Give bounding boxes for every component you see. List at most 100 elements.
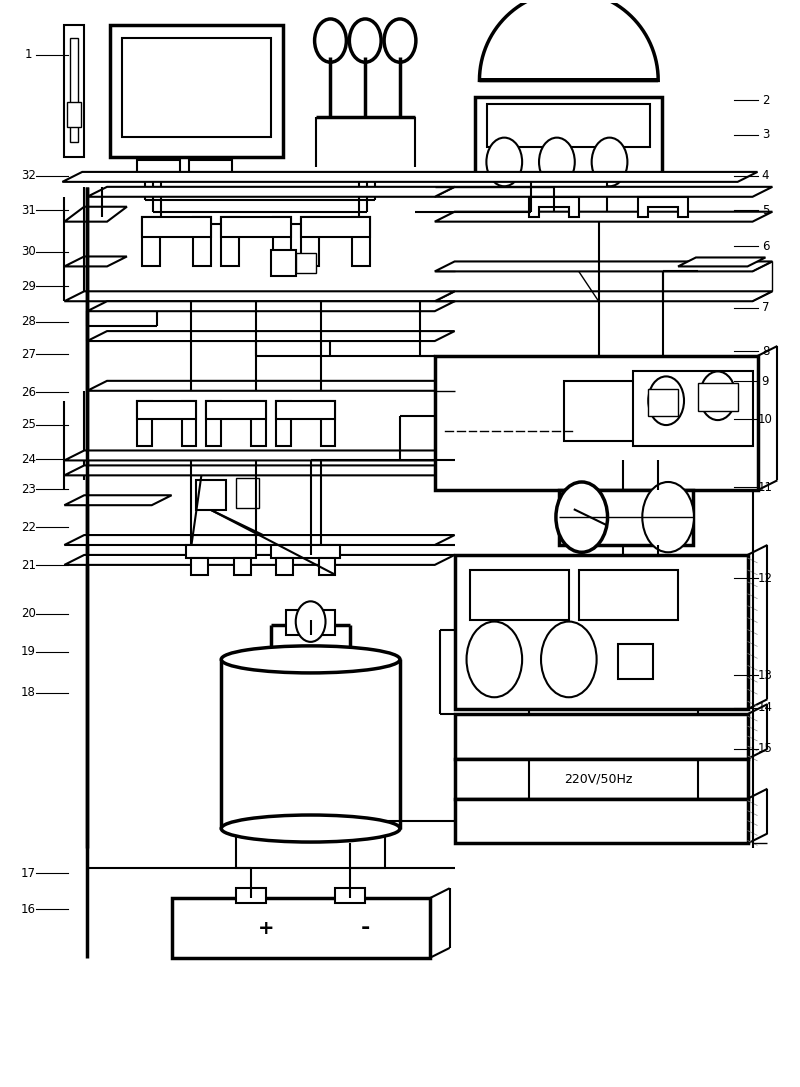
Bar (454, 555, 747, 709)
Bar (454, 714, 747, 759)
Text: 20: 20 (21, 608, 36, 621)
Bar (321, 401, 335, 446)
Bar (197, 480, 226, 510)
Bar (487, 104, 650, 147)
Polygon shape (64, 257, 127, 266)
Bar (531, 177, 606, 212)
Circle shape (642, 482, 694, 552)
Circle shape (486, 138, 522, 186)
Text: 220V/50Hz: 220V/50Hz (565, 772, 633, 785)
Bar (137, 401, 152, 446)
Bar (564, 380, 638, 440)
Bar (236, 828, 385, 869)
Bar (186, 545, 256, 558)
Bar (648, 389, 678, 415)
Polygon shape (638, 197, 688, 216)
Text: 13: 13 (758, 669, 773, 682)
Bar (475, 98, 662, 177)
Bar (206, 401, 266, 418)
Polygon shape (87, 380, 454, 391)
Text: 26: 26 (21, 386, 36, 399)
Bar (142, 216, 160, 266)
Text: 4: 4 (762, 170, 769, 183)
Text: 15: 15 (758, 742, 773, 755)
Text: 18: 18 (21, 686, 36, 699)
Bar (70, 38, 78, 142)
Polygon shape (434, 262, 772, 272)
Bar (318, 558, 335, 575)
Circle shape (700, 372, 736, 420)
Polygon shape (87, 301, 454, 311)
Bar (301, 216, 318, 266)
Text: 23: 23 (21, 483, 36, 496)
Bar (352, 216, 370, 266)
Text: 21: 21 (21, 559, 36, 572)
Polygon shape (64, 535, 454, 545)
Text: 10: 10 (758, 413, 773, 426)
Bar (171, 898, 430, 958)
Circle shape (384, 18, 416, 62)
Text: 5: 5 (762, 204, 769, 217)
Text: 3: 3 (762, 128, 769, 141)
Ellipse shape (222, 815, 400, 842)
Text: 31: 31 (21, 204, 36, 217)
Bar (301, 216, 370, 237)
Text: 8: 8 (762, 345, 769, 358)
Bar (286, 610, 335, 635)
Polygon shape (434, 291, 772, 301)
Text: 25: 25 (21, 418, 36, 432)
Circle shape (541, 622, 597, 697)
Polygon shape (64, 555, 454, 565)
Circle shape (648, 376, 684, 425)
Polygon shape (479, 0, 658, 80)
Bar (137, 401, 197, 418)
Text: -: - (361, 919, 370, 938)
Text: 6: 6 (762, 239, 769, 252)
Bar (273, 216, 290, 266)
Bar (276, 558, 293, 575)
Bar (67, 102, 82, 127)
Text: 22: 22 (21, 521, 36, 534)
Polygon shape (62, 172, 758, 182)
Bar (454, 759, 747, 799)
Polygon shape (64, 450, 454, 461)
Text: 27: 27 (21, 348, 36, 361)
Bar (64, 25, 84, 157)
Polygon shape (64, 496, 171, 505)
Bar (634, 371, 753, 446)
Text: 17: 17 (21, 866, 36, 879)
Polygon shape (64, 207, 127, 222)
Polygon shape (434, 212, 772, 222)
Polygon shape (678, 258, 766, 266)
Text: 29: 29 (21, 279, 36, 292)
Circle shape (350, 18, 381, 62)
Bar (470, 570, 569, 620)
Circle shape (314, 18, 346, 62)
Bar (271, 545, 341, 558)
Bar (206, 401, 222, 446)
Bar (222, 216, 239, 266)
Bar (276, 401, 290, 446)
Text: 19: 19 (21, 646, 36, 658)
Bar (142, 216, 211, 237)
Bar (190, 160, 232, 179)
Polygon shape (64, 465, 454, 475)
Ellipse shape (222, 646, 400, 673)
Bar (182, 401, 197, 446)
Text: 28: 28 (21, 315, 36, 328)
Circle shape (556, 482, 607, 552)
Polygon shape (87, 332, 454, 341)
Bar (236, 888, 266, 903)
Polygon shape (87, 187, 454, 197)
Text: 24: 24 (21, 452, 36, 465)
Polygon shape (434, 187, 772, 197)
Text: 32: 32 (21, 170, 36, 183)
Bar (559, 490, 693, 545)
Text: 16: 16 (21, 902, 36, 915)
Text: 30: 30 (21, 245, 35, 258)
Text: 7: 7 (762, 301, 769, 314)
Circle shape (296, 601, 326, 642)
Bar (578, 570, 678, 620)
Bar (454, 799, 747, 844)
Text: +: + (258, 919, 274, 937)
